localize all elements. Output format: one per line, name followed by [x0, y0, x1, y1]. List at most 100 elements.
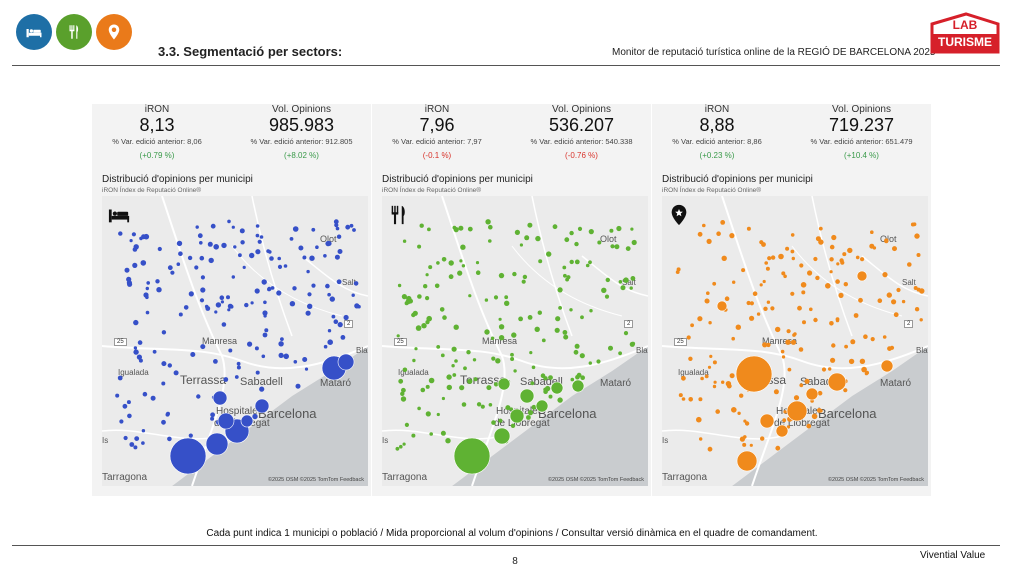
municipality-dot — [215, 302, 222, 308]
municipality-dot — [785, 339, 791, 345]
municipality-dot — [504, 300, 510, 306]
municipality-dot — [541, 338, 546, 343]
opinions-value: 985.983 — [268, 115, 335, 135]
municipality-dot — [552, 224, 558, 230]
iron-previous: % Var. edició anterior: 7,97 — [392, 137, 482, 146]
municipality-bubble — [205, 432, 229, 456]
iron-value: 8,88 — [699, 115, 735, 135]
municipality-dot — [490, 336, 495, 341]
municipality-dot — [200, 344, 206, 350]
place-sabadell: Sabadell — [240, 376, 283, 388]
municipality-dot — [412, 310, 418, 316]
municipality-dot — [913, 286, 918, 290]
municipality-bubble — [736, 450, 758, 472]
municipality-dot — [448, 260, 454, 266]
place-mataro: Mataró — [600, 378, 632, 389]
map-subtitle: iRON Índex de Reputació Online® — [382, 187, 482, 194]
map-copyright[interactable]: ©2025 OSM ©2025 TomTom Feedback — [547, 477, 644, 483]
municipality-dot — [580, 315, 584, 320]
municipality-dot — [919, 318, 923, 322]
municipality-dot — [323, 254, 327, 258]
municipality-dot — [715, 409, 720, 414]
municipality-dot — [835, 318, 840, 323]
municipality-bubble — [550, 381, 564, 395]
municipality-dot — [558, 306, 562, 310]
municipality-dot — [402, 239, 407, 243]
municipality-dot — [548, 375, 553, 380]
municipality-dot — [141, 429, 146, 433]
municipality-dot — [315, 245, 319, 249]
municipality-dot — [720, 220, 726, 225]
municipality-dot — [762, 342, 768, 348]
municipality-dot — [289, 237, 294, 241]
municipality-bubble — [240, 414, 254, 428]
bed-icon — [26, 29, 42, 38]
municipality-dot — [472, 358, 477, 362]
municipality-dot — [721, 380, 725, 384]
municipality-dot — [234, 375, 239, 379]
municipality-dot — [790, 249, 795, 254]
municipality-dot — [188, 433, 193, 438]
map-copyright[interactable]: ©2025 OSM ©2025 TomTom Feedback — [827, 477, 924, 483]
municipality-dot — [783, 274, 787, 279]
municipality-dot — [781, 355, 786, 359]
municipality-dot — [119, 419, 124, 424]
iron-value: 7,96 — [419, 115, 455, 135]
municipality-dot — [118, 231, 123, 236]
municipality-dot — [914, 307, 920, 312]
municipality-dot — [145, 310, 150, 315]
municipality-dot — [210, 412, 215, 418]
opinions-metric: Vol. Opinions 536.207 % Var. edició ante… — [512, 104, 651, 160]
municipality-dot — [713, 380, 717, 384]
municipality-dot — [574, 343, 580, 349]
municipality-dot — [199, 255, 205, 261]
municipality-dot — [488, 403, 493, 407]
municipality-dot — [488, 239, 492, 243]
municipality-dot — [792, 333, 796, 337]
municipality-dot — [122, 403, 128, 409]
municipality-dot — [446, 384, 452, 391]
opinions-change: (+8.02 %) — [284, 151, 319, 160]
municipality-dot — [843, 388, 848, 393]
municipality-dot — [724, 296, 730, 301]
municipality-dot — [744, 421, 750, 426]
municipality-dot — [813, 317, 818, 323]
municipality-dot — [498, 272, 505, 279]
iron-label: iRON — [424, 104, 450, 115]
municipality-dot — [155, 279, 160, 284]
municipality-dot — [914, 233, 920, 239]
municipality-dot — [337, 249, 343, 254]
municipality-dot — [574, 259, 580, 265]
municipality-dot — [428, 377, 435, 384]
municipality-dot — [126, 276, 132, 282]
municipality-dot — [326, 241, 332, 246]
municipality-dot — [631, 239, 637, 246]
municipality-dot — [167, 265, 173, 271]
municipality-map[interactable]: OlotSaltManresaIgualadaTerrassaSabadellM… — [662, 196, 928, 486]
municipality-dot — [604, 294, 610, 299]
map-copyright[interactable]: ©2025 OSM ©2025 TomTom Feedback — [267, 477, 364, 483]
municipality-dot — [800, 282, 807, 288]
municipality-dot — [916, 253, 921, 257]
place-igualada: Igualada — [398, 368, 429, 377]
municipality-dot — [417, 294, 422, 299]
municipality-dots — [395, 219, 637, 475]
municipality-bubble — [716, 300, 728, 312]
iron-label: iRON — [144, 104, 170, 115]
municipality-dot — [137, 340, 143, 345]
municipality-dot — [574, 241, 579, 247]
municipality-dot — [423, 284, 428, 289]
municipality-dot — [440, 353, 445, 358]
municipality-dot — [681, 375, 686, 381]
iron-previous: % Var. edició anterior: 8,86 — [672, 137, 762, 146]
municipality-dot — [793, 395, 800, 401]
iron-metric: iRON 8,88 % Var. edició anterior: 8,86 (… — [652, 104, 782, 160]
municipality-dot — [123, 435, 128, 441]
municipality-bubble — [535, 399, 549, 413]
municipality-dot — [864, 371, 869, 376]
municipality-dot — [425, 273, 429, 277]
report-subtitle: Monitor de reputació turística online de… — [612, 47, 936, 58]
municipality-dot — [459, 385, 465, 391]
